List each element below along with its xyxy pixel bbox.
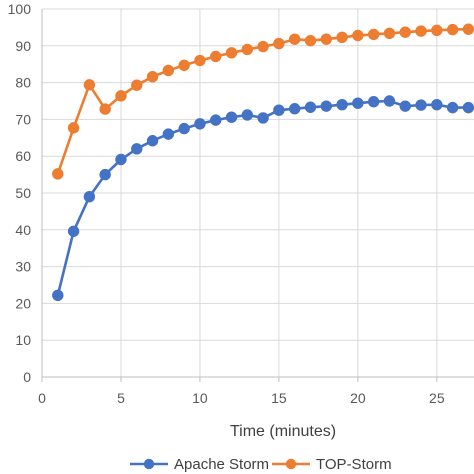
top-storm-point (415, 25, 427, 37)
y-tick-label: 40 (15, 222, 31, 238)
top-storm-point (131, 79, 143, 91)
apache-storm-point (462, 101, 474, 114)
apache-storm-point (288, 103, 301, 115)
top-storm-point (257, 40, 269, 53)
apache-storm-point (273, 104, 285, 116)
y-tick-label: 10 (15, 332, 31, 348)
y-tick-label: 30 (15, 259, 31, 275)
y-tick-label: 90 (15, 38, 31, 54)
y-tick-label: 50 (15, 185, 31, 201)
x-tick-label: 20 (350, 390, 366, 406)
apache-storm-point (210, 114, 222, 126)
apache-storm-point (415, 99, 427, 111)
legend-label: Apache Storm (174, 456, 269, 473)
apache-storm-point (446, 101, 459, 114)
top-storm-point (115, 90, 127, 102)
y-tick-label: 70 (15, 111, 31, 127)
apache-storm-point (83, 190, 96, 203)
x-tick-label: 10 (192, 390, 208, 406)
top-storm-point (83, 79, 96, 91)
top-storm-point (336, 31, 348, 44)
apache-storm-point (431, 98, 443, 111)
top-storm-point (431, 24, 443, 37)
top-storm-point (241, 43, 254, 56)
apache-storm-point (225, 111, 238, 123)
top-storm-point (352, 29, 364, 42)
top-storm-point (99, 103, 111, 115)
apache-storm-point (241, 109, 254, 121)
y-tick-label: 80 (15, 75, 31, 91)
y-tick-label: 100 (8, 1, 32, 17)
top-storm-point (178, 59, 190, 72)
y-tick-label: 60 (15, 148, 31, 164)
x-axis-title: Time (minutes) (230, 423, 336, 440)
x-tick-label: 0 (38, 390, 46, 406)
apache-storm-point (162, 128, 175, 140)
top-storm-point (383, 27, 396, 39)
top-storm-point (162, 64, 175, 77)
top-storm-point (399, 26, 411, 38)
data-series (52, 23, 474, 302)
apache-storm-point (52, 289, 64, 302)
apache-storm-point (320, 100, 332, 112)
legend: Apache Storm TOP-Storm (130, 456, 392, 473)
apache-storm-point (67, 225, 80, 237)
apache-storm-point (383, 95, 396, 107)
apache-storm-point (352, 97, 364, 109)
apache-storm-point (399, 100, 411, 112)
legend-swatch-marker (143, 458, 155, 470)
grid-lines (42, 8, 474, 377)
x-tick-label: 5 (117, 390, 125, 406)
legend-label: TOP-Storm (316, 456, 392, 473)
x-tick-label: 15 (271, 390, 287, 406)
apache-storm-point (99, 168, 111, 181)
apache-storm-point (146, 135, 159, 147)
top-storm-point (446, 23, 459, 36)
top-storm-point (194, 54, 206, 67)
x-tick-label: 25 (429, 390, 445, 406)
legend-item-apache-storm: Apache Storm (130, 456, 269, 473)
apache-storm-point (367, 96, 380, 108)
apache-storm-point (178, 122, 190, 135)
top-storm-point (288, 33, 301, 45)
apache-storm-point (115, 153, 127, 166)
y-tick-label: 20 (15, 295, 31, 311)
apache-storm-point (194, 118, 206, 130)
top-storm-series (52, 23, 474, 180)
top-storm-point (146, 71, 159, 83)
apache-storm-point (304, 101, 317, 113)
top-storm-point (52, 168, 64, 180)
top-storm-point (210, 50, 222, 63)
top-storm-point (67, 122, 80, 134)
top-storm-point (367, 28, 380, 41)
top-storm-point (462, 23, 474, 35)
apache-storm-point (257, 112, 269, 124)
top-storm-point (273, 37, 285, 50)
y-tick-label: 0 (23, 369, 31, 385)
top-storm-point (225, 47, 238, 59)
tick-labels: 0 10 20 30 40 50 60 70 80 90 100 0 5 10 15 20 25 (8, 1, 445, 406)
legend-swatch-marker (285, 458, 297, 470)
apache-storm-point (131, 143, 143, 155)
top-storm-point (304, 34, 317, 47)
legend-item-top-storm: TOP-Storm (272, 456, 392, 473)
top-storm-point (320, 33, 332, 45)
axes (41, 9, 474, 382)
apache-storm-series (52, 95, 474, 302)
apache-storm-point (336, 98, 348, 111)
